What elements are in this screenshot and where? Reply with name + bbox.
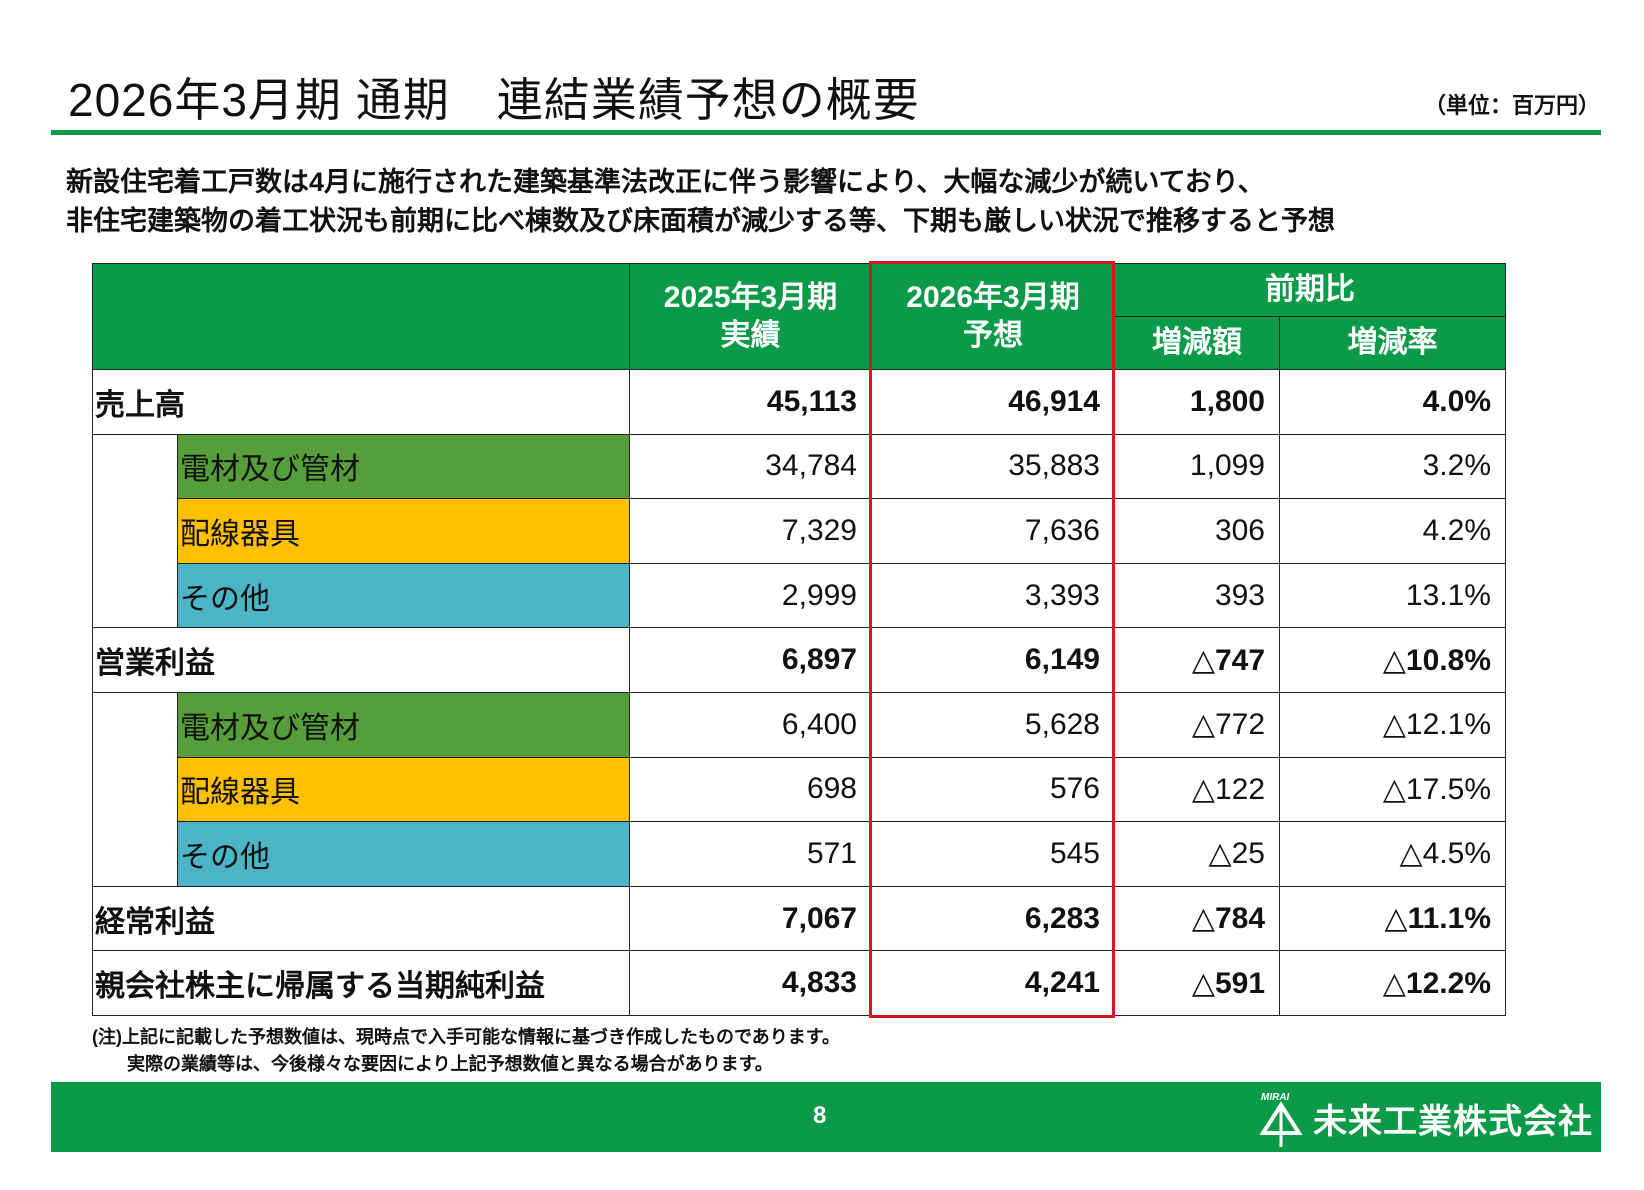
- header-diff: 増減額: [1114, 316, 1280, 370]
- note-line: 実際の業績等は、今後様々な要因により上記予想数値と異なる場合があります。: [127, 1054, 773, 1074]
- table-row: 営業利益 6,897 6,149 △747 △10.8%: [92, 627, 1506, 693]
- cell-rate: △12.2%: [1279, 950, 1506, 1016]
- cell-diff: △25: [1114, 821, 1280, 887]
- cell-rate: 3.2%: [1279, 433, 1506, 500]
- cell-forecast: 35,883: [871, 433, 1115, 500]
- cell-prev: 7,329: [629, 498, 872, 564]
- cell-prev: 571: [629, 821, 872, 887]
- indent-cell: [92, 821, 178, 887]
- indent-cell: [92, 692, 178, 758]
- cell-forecast: 3,393: [871, 562, 1115, 629]
- table-row: その他 571 545 △25 △4.5%: [92, 821, 1506, 887]
- segment-label: 配線器具: [177, 498, 630, 564]
- cell-diff: △591: [1114, 950, 1280, 1016]
- table-row: 親会社株主に帰属する当期純利益 4,833 4,241 △591 △12.2%: [92, 950, 1506, 1016]
- cell-forecast: 7,636: [871, 498, 1115, 564]
- unit-label: （単位：百万円）: [1423, 93, 1600, 118]
- page-number: 8: [813, 1102, 827, 1129]
- cell-diff: 1,800: [1114, 369, 1280, 435]
- cell-diff: 393: [1114, 562, 1280, 629]
- segment-label: 電材及び管材: [177, 433, 630, 500]
- segment-label: その他: [177, 821, 630, 887]
- cell-forecast: 6,283: [871, 885, 1115, 952]
- cell-prev: 6,400: [629, 691, 872, 758]
- header-yoy: 前期比: [1114, 263, 1506, 317]
- table-row: 電材及び管材 6,400 5,628 △772 △12.1%: [92, 691, 1506, 758]
- cell-rate: △17.5%: [1279, 756, 1506, 823]
- cell-rate: 4.0%: [1279, 369, 1506, 435]
- cell-diff: △772: [1114, 691, 1280, 758]
- company-logo: MIRAI 未来工業株式会社: [1259, 1090, 1593, 1147]
- cell-rate: △12.1%: [1279, 691, 1506, 758]
- header-blank: [92, 263, 630, 370]
- cell-prev: 698: [629, 756, 872, 823]
- cell-diff: △784: [1114, 885, 1280, 952]
- lead-line: 非住宅建築物の着工状況も前期に比べ棟数及び床面積が減少する等、下期も厳しい状況で…: [66, 206, 1335, 236]
- page-title: 2026年3月期 通期 連結業績予想の概要: [68, 74, 920, 126]
- lead-text: 新設住宅着工戸数は4月に施行された建築基準法改正に伴う影響により、大幅な減少が続…: [66, 163, 1335, 241]
- table-row: その他 2,999 3,393 393 13.1%: [92, 562, 1506, 629]
- cell-prev: 4,833: [629, 950, 872, 1016]
- row-label: 売上高: [92, 369, 630, 435]
- table-row: 経常利益 7,067 6,283 △784 △11.1%: [92, 885, 1506, 952]
- row-label: 営業利益: [92, 627, 630, 693]
- cell-forecast: 6,149: [871, 627, 1115, 693]
- cell-diff: △747: [1114, 627, 1280, 693]
- indent-cell: [92, 498, 178, 564]
- table-row: 電材及び管材 34,784 35,883 1,099 3.2%: [92, 433, 1506, 500]
- cell-prev: 7,067: [629, 885, 872, 952]
- lead-line: 新設住宅着工戸数は4月に施行された建築基準法改正に伴う影響により、大幅な減少が続…: [66, 167, 1265, 197]
- footer-bar: 8 MIRAI 未来工業株式会社: [51, 1082, 1601, 1152]
- company-name: 未来工業株式会社: [1313, 1102, 1593, 1141]
- note-line: (注)上記に記載した予想数値は、現時点で入手可能な情報に基づき作成したものであり…: [92, 1027, 841, 1047]
- cell-diff: 1,099: [1114, 433, 1280, 500]
- segment-label: 電材及び管材: [177, 691, 630, 758]
- cell-rate: △11.1%: [1279, 885, 1506, 952]
- svg-text:MIRAI: MIRAI: [1261, 1092, 1290, 1103]
- cell-prev: 45,113: [629, 369, 872, 435]
- cell-rate: 13.1%: [1279, 562, 1506, 629]
- segment-label: 配線器具: [177, 756, 630, 823]
- header-forecast: 2026年3月期 予想: [871, 263, 1115, 370]
- table-row: 配線器具 698 576 △122 △17.5%: [92, 756, 1506, 823]
- title-divider: [51, 130, 1601, 135]
- segment-label: その他: [177, 562, 630, 629]
- indent-cell: [92, 757, 178, 822]
- cell-forecast: 46,914: [871, 369, 1115, 435]
- header-rate: 増減率: [1279, 316, 1506, 370]
- cell-diff: 306: [1114, 498, 1280, 564]
- cell-prev: 6,897: [629, 627, 872, 693]
- table-row: 売上高 45,113 46,914 1,800 4.0%: [92, 369, 1506, 435]
- row-label: 経常利益: [92, 885, 630, 952]
- header-prev: 2025年3月期 実績: [629, 263, 872, 370]
- cell-forecast: 4,241: [871, 950, 1115, 1016]
- cell-forecast: 576: [871, 756, 1115, 823]
- row-label: 親会社株主に帰属する当期純利益: [92, 950, 630, 1016]
- cell-rate: △10.8%: [1279, 627, 1506, 693]
- cell-prev: 2,999: [629, 562, 872, 629]
- cell-forecast: 545: [871, 821, 1115, 887]
- indent-cell: [92, 434, 178, 499]
- cell-rate: 4.2%: [1279, 498, 1506, 564]
- cell-diff: △122: [1114, 756, 1280, 823]
- table-row: 配線器具 7,329 7,636 306 4.2%: [92, 498, 1506, 564]
- cell-forecast: 5,628: [871, 691, 1115, 758]
- indent-cell: [92, 563, 178, 628]
- cell-rate: △4.5%: [1279, 821, 1506, 887]
- mirai-logo-icon: MIRAI: [1259, 1092, 1303, 1147]
- cell-prev: 34,784: [629, 433, 872, 500]
- forecast-table: 2025年3月期 実績 2026年3月期 予想 前期比 増減額 増減率 売上高 4…: [92, 263, 1506, 1016]
